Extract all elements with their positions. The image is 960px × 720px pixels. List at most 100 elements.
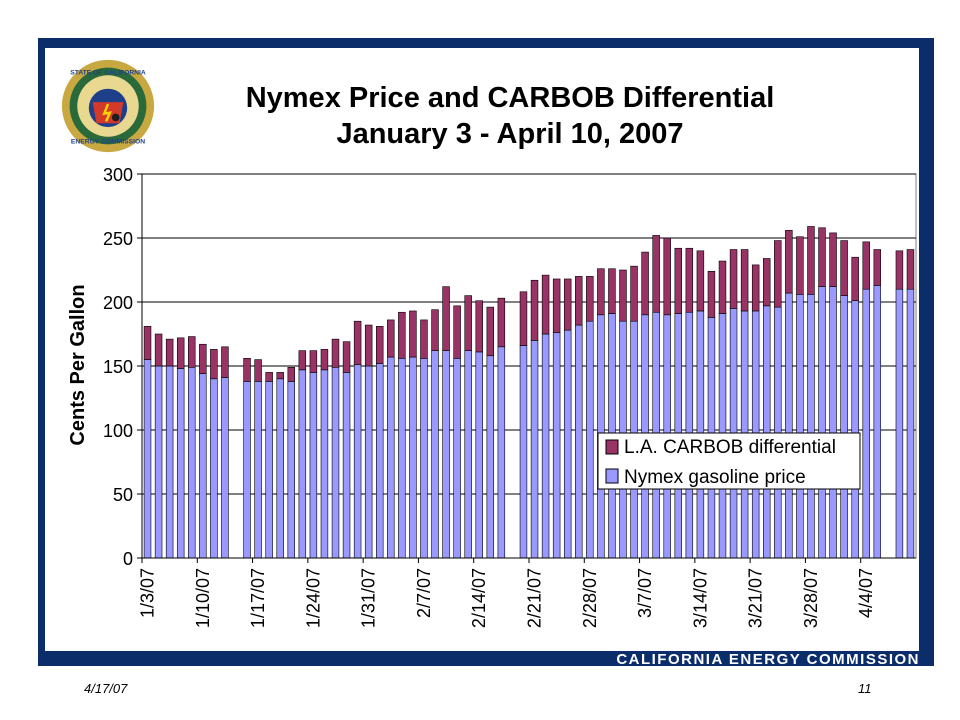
bar-differential	[431, 309, 439, 351]
x-tick-label: 1/24/07	[303, 568, 323, 628]
y-tick-label: 200	[103, 293, 133, 313]
bar-nymex	[829, 286, 837, 559]
slide-date: 4/17/07	[84, 681, 128, 696]
bar-nymex	[541, 333, 550, 559]
energy-commission-seal-icon: STATE OF CALIFORNIA ENERGY COMMISSION	[61, 59, 155, 153]
bar-differential	[873, 249, 882, 286]
bar-nymex	[851, 300, 859, 559]
bar-differential	[254, 359, 262, 382]
bar-nymex	[353, 364, 362, 559]
bar-differential	[652, 235, 660, 313]
x-tick-label: 2/21/07	[525, 568, 545, 628]
bar-differential	[630, 265, 638, 322]
bar-differential	[199, 343, 207, 374]
seal-text-top: STATE OF CALIFORNIA	[70, 69, 146, 76]
bar-differential	[718, 260, 727, 314]
bar-differential	[486, 306, 495, 357]
bar-differential	[829, 232, 837, 287]
bar-differential	[176, 337, 185, 369]
bar-nymex	[320, 369, 329, 559]
axes: 0 50 100 150 200 250 300 1/3/07 1/10/07 1/17/07 1/…	[103, 165, 916, 628]
bar-nymex	[862, 288, 870, 559]
bar-differential	[364, 324, 373, 367]
bar-differential	[729, 249, 738, 309]
bar-nymex	[464, 350, 472, 559]
bar-nymex	[221, 377, 229, 559]
bar-differential	[563, 278, 572, 331]
bar-nymex	[486, 355, 495, 559]
bar-nymex	[763, 305, 771, 559]
bar-differential	[387, 319, 395, 358]
x-tick-label: 2/7/07	[414, 568, 434, 618]
bar-nymex	[785, 292, 793, 559]
bar-nymex	[840, 295, 848, 559]
x-tick-label: 3/7/07	[635, 568, 655, 618]
legend-label-differential: L.A. CARBOB differential	[624, 437, 836, 458]
bar-nymex	[818, 286, 826, 559]
bar-differential	[353, 320, 362, 366]
y-tick-label: 300	[103, 165, 133, 185]
chart-title: Nymex Price and CARBOB Differential	[245, 82, 775, 114]
bar-nymex	[586, 320, 594, 559]
legend: L.A. CARBOB differential Nymex gasoline …	[597, 432, 861, 490]
bar-nymex	[906, 288, 915, 559]
bar-differential	[376, 326, 384, 364]
y-axis-label: Cents Per Gallon	[67, 284, 89, 445]
bar-nymex	[143, 359, 152, 559]
bar-nymex	[199, 373, 207, 559]
seal-text-bottom: ENERGY COMMISSION	[71, 138, 145, 145]
bar-nymex	[497, 346, 506, 559]
bar-differential	[342, 341, 351, 373]
bar-nymex	[309, 372, 318, 559]
legend-box	[597, 432, 861, 490]
bar-nymex	[453, 358, 461, 559]
bar-differential	[906, 249, 915, 290]
x-tick-label: 1/17/07	[248, 568, 268, 628]
bar-differential	[851, 256, 859, 302]
bar-differential	[320, 349, 329, 371]
bar-nymex	[807, 294, 815, 559]
legend-label-nymex: Nymex gasoline price	[624, 467, 806, 488]
bar-nymex	[298, 369, 307, 559]
bar-differential	[597, 268, 605, 316]
bar-differential	[663, 237, 671, 316]
slide-page-number: 11	[858, 681, 872, 696]
bar-differential	[265, 372, 273, 382]
chart-subtitle: January 3 - April 10, 2007	[336, 118, 684, 150]
bar-differential	[243, 358, 251, 382]
bar-nymex	[210, 378, 218, 559]
bar-differential	[751, 264, 760, 312]
bar-differential	[541, 274, 550, 335]
bar-differential	[685, 247, 694, 313]
seal-lightning	[102, 103, 112, 122]
bar-nymex	[254, 381, 262, 559]
bar-nymex	[431, 350, 439, 559]
bar-nymex	[420, 358, 428, 559]
x-tick-label: 3/21/07	[746, 568, 766, 628]
bar-nymex	[364, 365, 373, 559]
bar-differential	[641, 251, 649, 316]
bar-nymex	[387, 356, 395, 559]
y-tick-label: 250	[103, 229, 133, 249]
bar-differential	[154, 333, 163, 367]
bar-differential	[807, 226, 815, 295]
bar-nymex	[287, 381, 295, 559]
bar-differential	[707, 270, 716, 318]
bar-nymex	[552, 332, 561, 559]
bar-differential	[619, 269, 627, 322]
bar-nymex	[796, 294, 804, 559]
bar-differential	[309, 350, 318, 373]
bar-nymex	[176, 368, 185, 559]
bar-differential	[398, 311, 406, 359]
x-tick-label: 3/14/07	[690, 568, 710, 628]
legend-swatch-differential	[605, 439, 619, 455]
bar-differential	[740, 249, 749, 312]
bar-differential	[586, 276, 594, 322]
x-tick-label: 4/4/07	[856, 568, 876, 618]
bar-nymex	[398, 358, 406, 559]
bar-nymex	[563, 329, 572, 559]
bar-nymex	[442, 350, 450, 559]
x-tick-label: 3/28/07	[801, 568, 821, 628]
bar-differential	[276, 372, 284, 380]
